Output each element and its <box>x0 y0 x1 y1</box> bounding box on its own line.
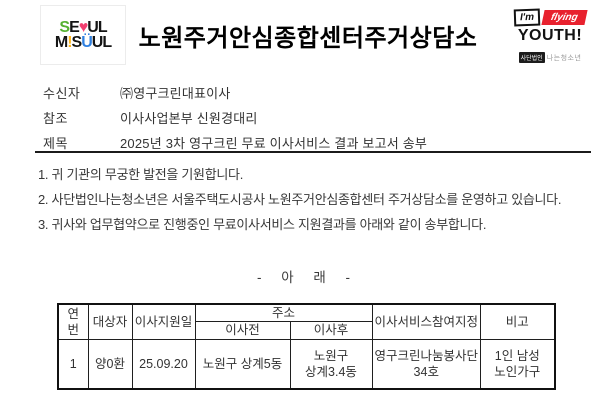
body-paragraph: 2. 사단법인나는청소년은 서울주택도시공사 노원주거안심종합센터 주거상담소를… <box>38 192 562 207</box>
org-signature: 사단법인 나는청소년 <box>518 52 582 63</box>
heart-icon: ♥ <box>78 18 88 36</box>
cell-date: 25.09.20 <box>131 338 196 390</box>
cell-service: 영구크린나눔봉사단 34호 <box>371 338 482 390</box>
col-header-no-line1: 연 <box>67 306 79 321</box>
cell-service-line2: 34호 <box>413 364 439 379</box>
youth-wordmark: YOUTH! <box>517 27 583 44</box>
col-header-before: 이사전 <box>194 321 291 340</box>
field-value: 2025년 3차 영구크린 무료 이사서비스 결과 보고서 송부 <box>120 136 428 151</box>
cell-before-address: 노원구 상계5동 <box>194 338 291 390</box>
body-paragraph: 3. 귀사와 업무협약으로 진행중인 무료이사서비스 지원결과를 아래와 같이 … <box>38 217 487 232</box>
flying-badge: flying <box>541 10 588 25</box>
cell-after-line1: 노원구 <box>313 348 349 363</box>
document-fields: 수신자 ㈜영구크린대표이사 참조 이사사업본부 신원경대리 제목 2025년 3… <box>43 80 583 155</box>
logo-letter: E <box>69 18 80 36</box>
cell-after-line2: 상계3.4동 <box>305 364 357 379</box>
col-header-no-line2: 번 <box>67 322 79 337</box>
field-subject: 제목 2025년 3차 영구크린 무료 이사서비스 결과 보고서 송부 <box>43 130 583 155</box>
col-header-service: 이사서비스참여지정 <box>371 303 482 340</box>
page-title: 노원주거안심종합센터주거상담소 <box>138 26 478 52</box>
logo-letter: L <box>102 34 112 51</box>
field-value: 이사사업본부 신원경대리 <box>120 111 258 126</box>
logo-letter: M <box>54 34 68 51</box>
field-label: 수신자 <box>43 86 81 101</box>
org-badge: 사단법인 <box>518 52 545 63</box>
cell-target: 양0환 <box>87 338 133 390</box>
col-header-no: 연 번 <box>57 303 89 340</box>
logo-letter: U <box>91 34 104 51</box>
field-reference: 참조 이사사업본부 신원경대리 <box>43 105 583 130</box>
seoul-logo-line1: SE♥UL <box>59 18 108 36</box>
header-divider <box>35 151 591 153</box>
org-name: 나는청소년 <box>546 54 582 62</box>
seoul-my-soul-logo: SE♥UL M!SÜUL <box>40 5 126 65</box>
logo-letter: L <box>97 18 108 36</box>
cell-note-line1: 1인 남성 <box>494 348 540 363</box>
cell-service-line1: 영구크린나눔봉사단 <box>374 348 479 363</box>
table-header-row-2: 이사전 이사후 <box>58 321 555 340</box>
logo-letter: S <box>71 34 83 51</box>
logo-letter: U <box>87 18 99 36</box>
im-badge: I'm <box>513 8 541 27</box>
field-label: 제목 <box>43 136 68 151</box>
table-header-row-1: 연 번 대상자 이사지원일 주소 이사서비스참여지정 비고 <box>57 303 556 340</box>
logo-letter: S <box>59 18 70 36</box>
smiley-icon: Ü <box>81 34 93 51</box>
col-header-note: 비고 <box>480 303 556 340</box>
cell-no: 1 <box>57 338 89 390</box>
cell-note: 1인 남성 노인가구 <box>480 338 556 390</box>
table-row: 1 양0환 25.09.20 노원구 상계5동 노원구 상계3.4동 영구크린나… <box>57 338 556 390</box>
col-header-address: 주소 <box>194 303 373 323</box>
field-label: 참조 <box>43 111 68 126</box>
field-recipient: 수신자 ㈜영구크린대표이사 <box>43 80 583 105</box>
cell-after-address: 노원구 상계3.4동 <box>289 338 373 390</box>
below-marker: - 아 래 - <box>256 270 354 285</box>
document-body: 1. 귀 기관의 무궁한 발전을 기원합니다. 2. 사단법인나는청소년은 서울… <box>38 162 598 237</box>
col-header-date: 이사지원일 <box>131 303 196 340</box>
youth-logo: I'm flying YOUTH! 사단법인 나는청소년 <box>494 8 606 63</box>
seoul-logo-line2: M!SÜUL <box>54 34 112 51</box>
field-value: ㈜영구크린대표이사 <box>120 86 231 101</box>
cell-note-line2: 노인가구 <box>494 364 541 379</box>
youth-logo-top: I'm flying <box>513 8 588 27</box>
exclamation-icon: ! <box>67 34 72 51</box>
col-header-target: 대상자 <box>87 303 133 340</box>
col-header-after: 이사후 <box>289 321 373 340</box>
body-paragraph: 1. 귀 기관의 무궁한 발전을 기원합니다. <box>38 167 244 182</box>
results-table: 연 번 대상자 이사지원일 주소 이사서비스참여지정 비고 이사전 이사후 1 … <box>57 303 556 390</box>
